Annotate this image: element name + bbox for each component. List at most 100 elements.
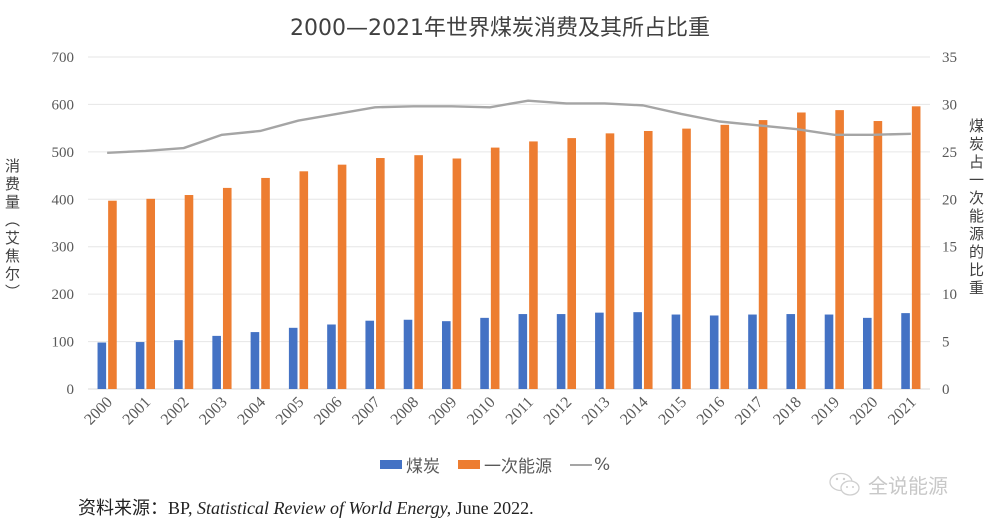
bar-primary-energy [222,187,232,389]
x-tick-label: 2013 [579,394,614,429]
x-tick-label: 2019 [808,394,843,429]
y-tick-right-label: 25 [942,145,957,161]
bar-primary-energy [797,112,806,390]
y-tick-left-label: 200 [52,287,75,303]
x-tick-label: 2001 [120,394,155,429]
x-tick-label: 2006 [311,394,346,429]
bar-coal [288,327,298,389]
bar-coal [595,312,604,389]
bar-coal [862,317,872,389]
bar-primary-energy [452,158,462,389]
bar-coal [135,342,145,389]
y-tick-left-label: 400 [52,192,75,208]
x-tick-label: 2016 [694,394,729,429]
legend-swatch-primary-energy [458,460,480,469]
x-tick-label: 2000 [81,394,116,429]
x-tick-label: 2015 [655,394,690,429]
legend: 煤炭 一次能源 % [380,452,628,477]
bar-primary-energy [758,120,768,389]
x-tick-label: 2002 [158,394,193,429]
x-tick-label: 2009 [426,394,461,429]
bar-coal [250,332,260,389]
bar-coal [97,342,107,389]
percent-line [107,99,911,155]
bar-coal [212,335,221,389]
bar-primary-energy [299,171,309,389]
bar-coal [403,319,413,389]
x-tick-label: 2017 [732,394,767,429]
chart-title: 2000—2021年世界煤炭消费及其所占比重 [290,16,710,41]
x-tick-label: 2014 [617,394,652,429]
legend-item-primary-energy: 一次能源 [458,452,552,477]
bar-coal [556,314,566,389]
x-tick-label: 2003 [196,394,231,429]
x-tick-label: 2020 [847,394,882,429]
y-tick-left-label: 700 [52,50,75,66]
bar-coal [174,340,183,389]
y-tick-left-label: 0 [67,382,75,398]
y-tick-left-label: 600 [52,97,75,113]
bars [97,106,921,390]
bar-primary-energy [529,141,538,389]
bar-coal [518,314,528,389]
y-axis-right-label: 煤炭占一次能源的比重 [967,118,985,298]
bar-primary-energy [490,147,500,389]
legend-swatch-percent [570,463,592,466]
bar-coal [480,317,489,389]
source-note: 资料来源：BP, Statistical Review of World Ene… [78,494,534,520]
bar-coal [901,313,910,389]
bar-primary-energy [108,200,117,389]
legend-label-primary-energy: 一次能源 [484,457,552,477]
bar-primary-energy [261,177,270,389]
y-axis-left-label: 消费量（艾焦尔） [3,158,21,302]
y-tick-right-label: 20 [942,192,957,208]
x-tick-label: 2004 [234,394,269,429]
bar-primary-energy [682,128,691,390]
y-tick-right-label: 10 [942,287,957,303]
y-tick-left-label: 100 [52,335,75,351]
source-prefix: 资料来源：BP, [78,498,198,518]
y-tick-left-label: 300 [52,240,75,256]
bar-primary-energy [376,158,385,389]
x-tick-label: 2007 [349,394,384,429]
bar-coal [633,312,642,389]
bar-primary-energy [337,164,347,389]
bar-primary-energy [146,198,156,389]
bar-coal [709,315,719,389]
legend-label-percent: % [594,454,611,475]
bar-primary-energy [873,121,883,390]
y-axis-left-ticks: 0 100 200 300 400 500 600 700 [52,50,75,398]
bar-primary-energy [184,195,194,389]
bar-primary-energy [567,138,577,389]
y-tick-right-label: 5 [942,335,950,351]
bar-coal [441,321,451,389]
legend-item-percent: % [570,455,610,475]
legend-swatch-coal [380,460,402,469]
y-tick-right-label: 15 [942,240,957,256]
bar-coal [786,314,796,389]
legend-label-coal: 煤炭 [406,457,440,477]
bar-coal [365,320,375,389]
x-tick-label: 2012 [541,394,576,429]
x-tick-label: 2021 [885,394,920,429]
bar-coal [824,314,834,389]
bar-primary-energy [720,124,730,389]
x-tick-label: 2008 [387,394,422,429]
y-tick-right-label: 0 [942,382,950,398]
bar-primary-energy [911,106,921,389]
bar-coal [748,314,757,389]
bar-coal [671,314,681,389]
bar-primary-energy [835,110,844,390]
x-tick-label: 2010 [464,394,499,429]
x-axis-ticks: 2000 2001 2002 2003 2004 2005 2006 2007 2008 2009… [81,394,919,429]
bar-primary-energy [643,130,653,389]
x-tick-label: 2005 [273,394,308,429]
bar-coal [327,324,336,389]
legend-item-coal: 煤炭 [380,452,440,477]
y-tick-right-label: 30 [942,97,957,113]
y-axis-right-ticks: 0 5 10 15 20 25 30 35 [942,50,957,398]
source-suffix: June 2022. [451,498,534,518]
wechat-icon [829,472,860,496]
source-title: Statistical Review of World Energy, [197,498,452,518]
x-tick-label: 2011 [503,394,537,428]
